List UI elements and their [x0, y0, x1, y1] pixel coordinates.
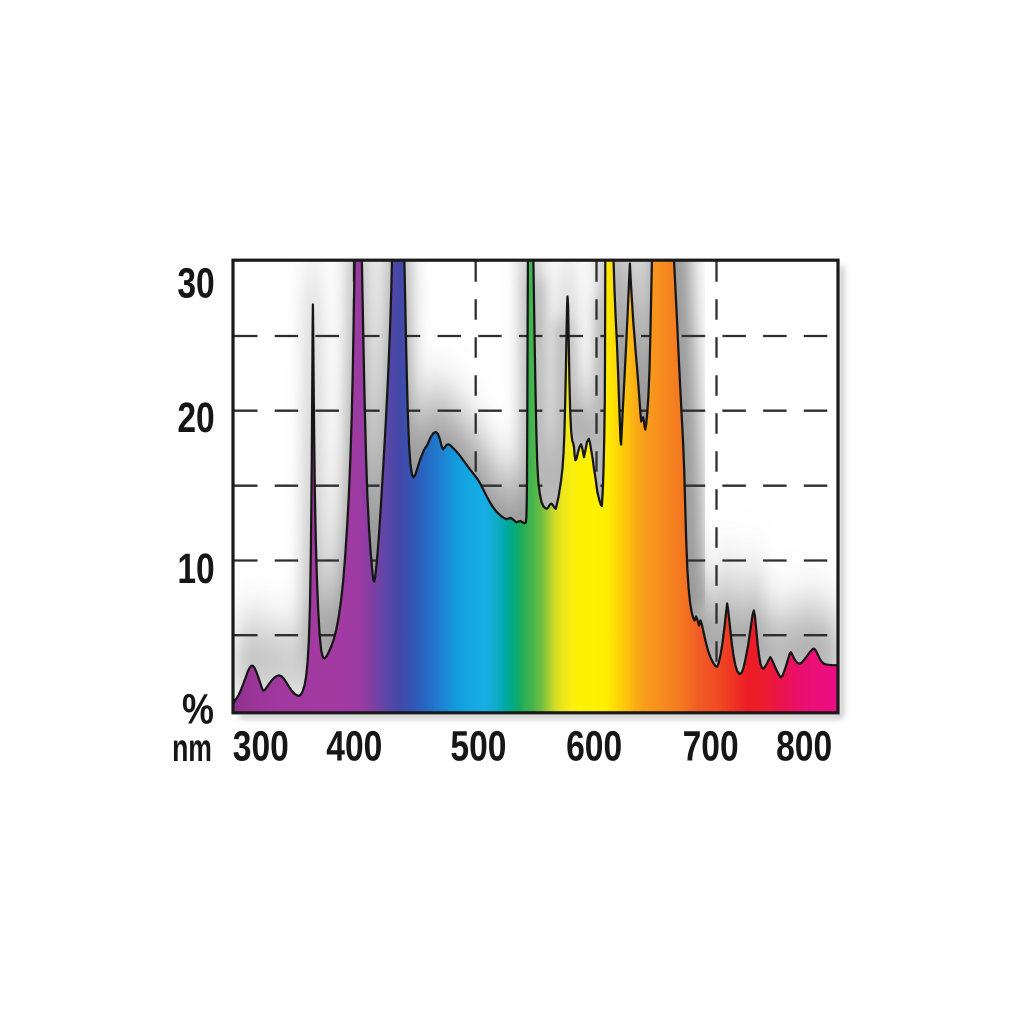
svg-text:300: 300 [233, 724, 289, 771]
svg-text:500: 500 [450, 724, 506, 771]
svg-text:10: 10 [177, 546, 214, 593]
svg-text:400: 400 [326, 724, 382, 771]
svg-text:%: % [182, 687, 214, 734]
svg-text:30: 30 [177, 261, 214, 308]
svg-text:20: 20 [177, 395, 214, 442]
svg-text:nm: nm [172, 727, 212, 770]
svg-text:700: 700 [683, 724, 739, 771]
svg-text:800: 800 [776, 724, 832, 771]
svg-text:600: 600 [566, 724, 622, 771]
